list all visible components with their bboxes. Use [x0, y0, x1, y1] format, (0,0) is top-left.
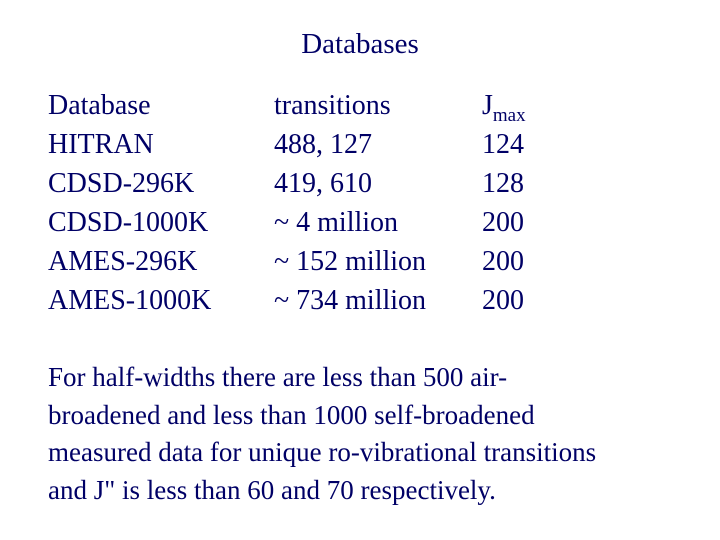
note-line: For half-widths there are less than 500 … — [48, 362, 508, 392]
table-cell: AMES-296K — [48, 246, 198, 277]
table-cell: CDSD-296K — [48, 168, 195, 199]
table-cell: 200 — [482, 285, 524, 316]
table-cell: 124 — [482, 129, 524, 160]
header-subscript: max — [492, 105, 526, 126]
note-line: and J" is less than 60 and 70 respective… — [48, 474, 496, 505]
table-cell: 488, 127 — [274, 129, 372, 160]
table-cell: ~ 152 million — [274, 246, 427, 277]
table-cell: 200 — [482, 207, 524, 238]
table-cell: CDSD-1000K — [48, 207, 209, 238]
table-cell: 419, 610 — [274, 168, 372, 199]
column-header: Database — [48, 90, 151, 121]
table-cell: AMES-1000K — [48, 285, 212, 316]
table-cell: HITRAN — [48, 129, 154, 160]
header-text: J — [482, 90, 493, 121]
column-header: transitions — [274, 90, 391, 121]
table-cell: ~ 734 million — [274, 285, 427, 316]
table-cell: 200 — [482, 246, 524, 277]
table-cell: ~ 4 million — [274, 207, 399, 238]
note-line: measured data for unique ro-vibrational … — [48, 437, 597, 467]
table-cell: 128 — [482, 168, 524, 199]
column-header: Jmax — [482, 90, 526, 132]
note-line: broadened and less than 1000 self-broade… — [48, 399, 535, 430]
slide-title: Databases — [301, 28, 419, 60]
